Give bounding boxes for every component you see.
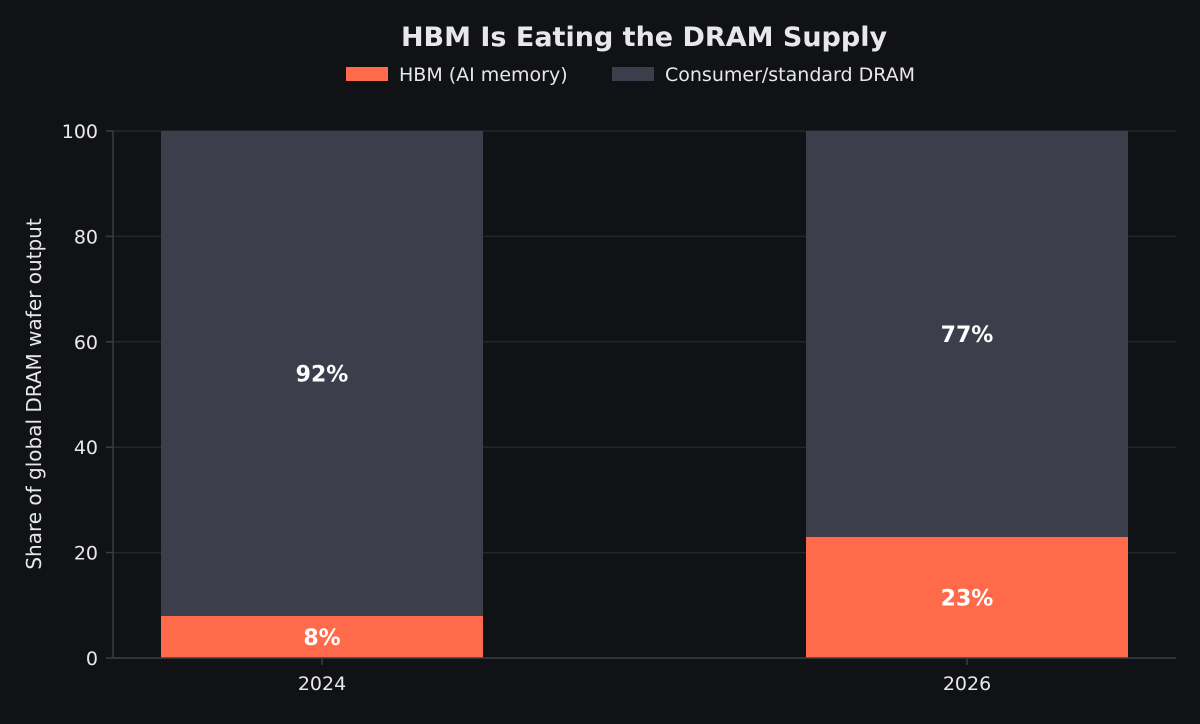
legend-label-consumer-dram: Consumer/standard DRAM xyxy=(665,64,915,86)
bars xyxy=(161,131,1128,658)
legend-label-hbm: HBM (AI memory) xyxy=(399,64,568,86)
data-labels: 8% 92% 23% 77% xyxy=(296,323,994,651)
data-label-2026-series-0: 23% xyxy=(941,586,994,611)
y-axis-title: Share of global DRAM wafer output xyxy=(22,218,46,570)
data-label-2026-series-1: 77% xyxy=(941,323,994,348)
bar-2024-series-1 xyxy=(161,131,483,616)
legend-swatch-consumer-dram xyxy=(612,67,654,81)
legend-swatch-hbm xyxy=(346,67,388,81)
y-tick-label-20: 20 xyxy=(74,543,98,565)
bar-2026-series-1 xyxy=(806,131,1128,537)
y-tick-label-0: 0 xyxy=(86,648,98,670)
bar-2024-series-0 xyxy=(161,615,483,658)
y-tick-label-80: 80 xyxy=(74,226,98,248)
data-label-2024-series-0: 8% xyxy=(303,626,340,651)
legend: HBM (AI memory) Consumer/standard DRAM xyxy=(346,64,915,86)
axes: 0 20 40 60 80 100 2024 2026 xyxy=(62,121,1176,695)
x-tick-label-2024: 2024 xyxy=(298,673,346,695)
bar-2026-series-0 xyxy=(806,536,1128,658)
y-tick-label-100: 100 xyxy=(62,121,98,143)
x-tick-label-2026: 2026 xyxy=(943,673,991,695)
chart-title: HBM Is Eating the DRAM Supply xyxy=(401,22,888,53)
y-tick-label-60: 60 xyxy=(74,332,98,354)
y-tick-label-40: 40 xyxy=(74,437,98,459)
data-label-2024-series-1: 92% xyxy=(296,362,349,387)
